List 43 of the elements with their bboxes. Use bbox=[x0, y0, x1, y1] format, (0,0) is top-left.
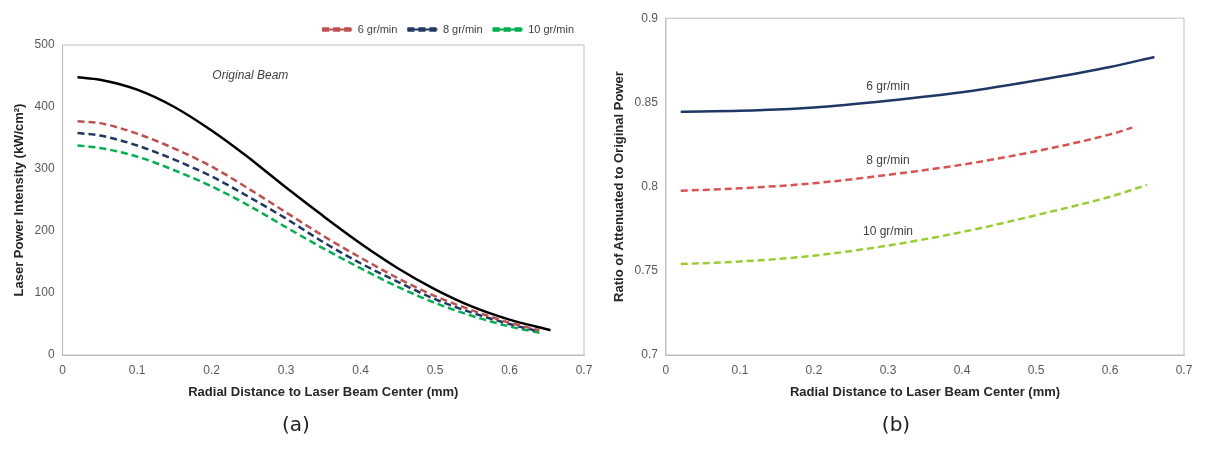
x-tick-label: 0.1 bbox=[731, 362, 749, 377]
x-tick-label: 0.1 bbox=[128, 362, 146, 377]
legend-label: 10 gr/min bbox=[528, 22, 575, 35]
y-tick-label: 0.7 bbox=[641, 347, 659, 362]
y-tick-label: 400 bbox=[34, 99, 55, 114]
line-series bbox=[679, 183, 1149, 266]
series-label: 8 gr/min bbox=[866, 153, 910, 168]
x-tick-label: 0.3 bbox=[879, 362, 897, 377]
x-tick-label: 0.6 bbox=[501, 362, 519, 377]
x-tick-label: 0.2 bbox=[805, 362, 823, 377]
x-tick-label: 0.4 bbox=[953, 362, 971, 377]
x-tick-label: 0.7 bbox=[1175, 362, 1193, 377]
x-tick-label: 0 bbox=[662, 362, 670, 377]
y-tick-label: 200 bbox=[34, 223, 55, 238]
x-tick-label: 0.5 bbox=[426, 362, 444, 377]
legend-label: 8 gr/min bbox=[442, 22, 483, 35]
x-tick-label: 0.3 bbox=[277, 362, 295, 377]
series-label: 10 gr/min bbox=[862, 223, 913, 238]
y-tick-label: 0.9 bbox=[641, 10, 659, 25]
x-tick-label: 0.4 bbox=[352, 362, 370, 377]
text: (b) bbox=[881, 412, 911, 437]
y-tick-label: 0.8 bbox=[641, 178, 659, 193]
x-axis-title: Radial Distance to Laser Beam Center (mm) bbox=[789, 383, 1061, 399]
legend-label: 6 gr/min bbox=[357, 22, 398, 35]
line-series bbox=[679, 126, 1134, 193]
y-tick-label: 500 bbox=[34, 37, 55, 52]
y-tick-label: 100 bbox=[34, 285, 55, 300]
x-tick-label: 0.7 bbox=[575, 362, 593, 377]
x-axis-title: Radial Distance to Laser Beam Center (mm) bbox=[188, 383, 459, 399]
x-tick-label: 0.5 bbox=[1027, 362, 1045, 377]
line-series bbox=[679, 55, 1156, 113]
y-tick-label: 300 bbox=[34, 161, 55, 176]
series-label: 6 gr/min bbox=[866, 79, 910, 94]
x-tick-label: 0 bbox=[59, 362, 67, 377]
y-tick-label: 0.85 bbox=[634, 94, 659, 109]
y-axis-title: Laser Power Intensity (kW/cm²) bbox=[11, 103, 27, 297]
annotation: Original Beam bbox=[212, 68, 289, 83]
text: (a) bbox=[282, 412, 310, 437]
x-tick-label: 0.6 bbox=[1101, 362, 1119, 377]
y-tick-label: 0.75 bbox=[634, 263, 659, 278]
y-tick-label: 0 bbox=[47, 347, 55, 362]
y-axis-title: Ratio of Attenuated to Original Power bbox=[611, 71, 627, 302]
x-tick-label: 0.2 bbox=[203, 362, 221, 377]
